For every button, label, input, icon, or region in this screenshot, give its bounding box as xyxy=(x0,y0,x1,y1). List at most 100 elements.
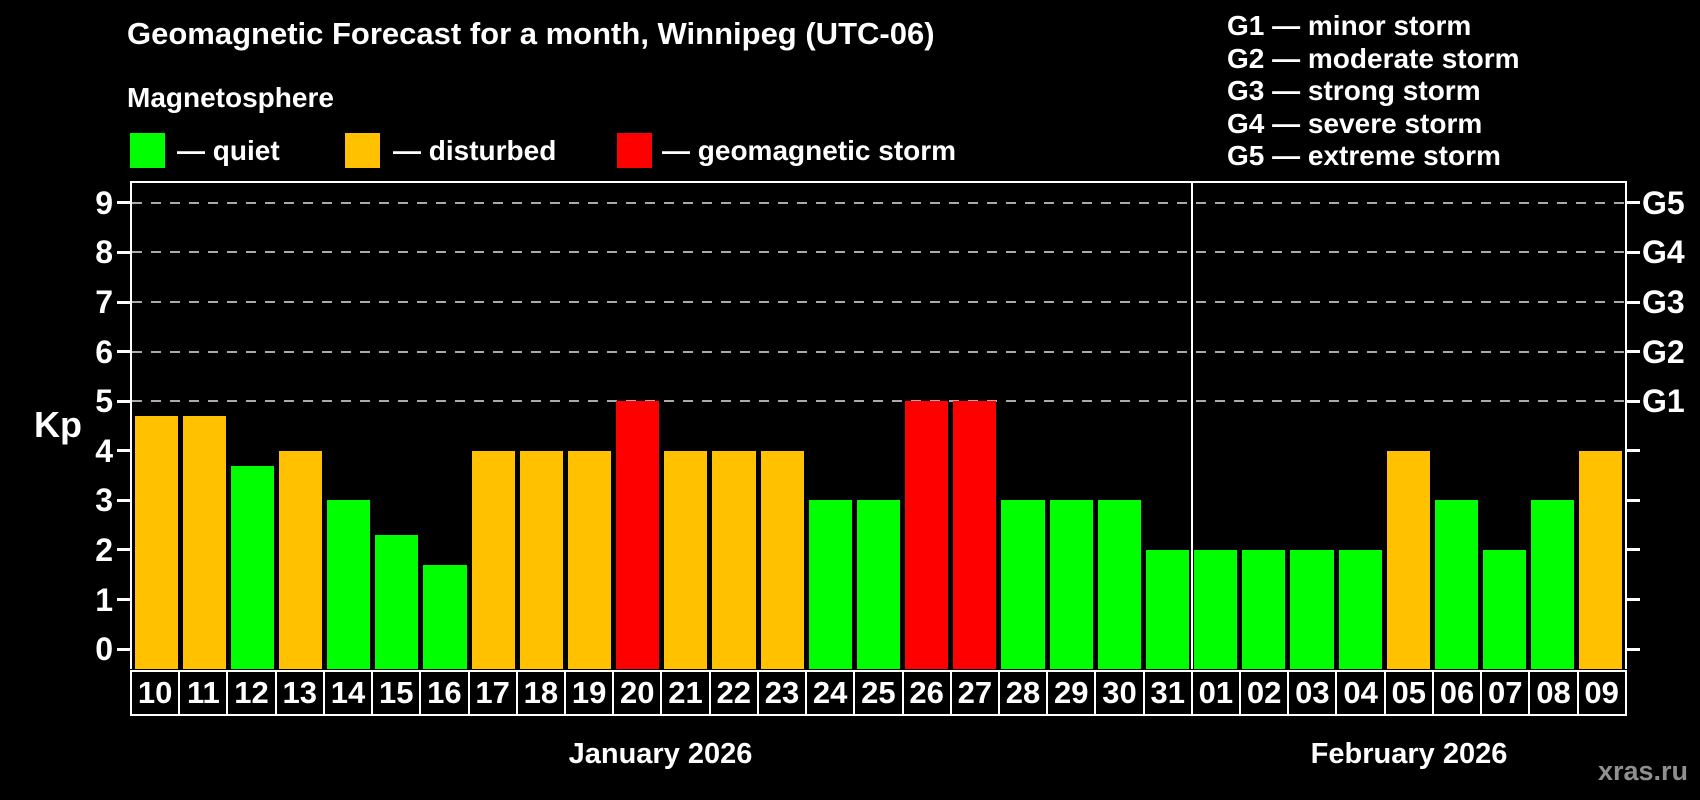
kp-bar xyxy=(375,535,419,669)
kp-bar xyxy=(1145,549,1190,669)
disturbed-swatch-icon xyxy=(345,133,380,168)
day-label: 14 xyxy=(322,670,374,716)
day-label: 25 xyxy=(853,670,904,716)
kp-bar xyxy=(471,450,515,669)
g2-legend-line: G2 — moderate storm xyxy=(1227,42,1520,74)
kp-bar xyxy=(1290,549,1334,669)
day-label: 11 xyxy=(178,670,229,716)
kp-bar xyxy=(567,450,612,669)
g-tick-label: G5 xyxy=(1642,184,1685,221)
y-tick-label: 1 xyxy=(95,581,113,618)
right-axis-tick xyxy=(1627,647,1640,651)
day-label: 05 xyxy=(1383,670,1434,716)
day-label: 22 xyxy=(708,670,759,716)
month-label-january: January 2026 xyxy=(568,738,753,770)
g-tick-label: G2 xyxy=(1642,333,1685,370)
g3-legend-line: G3 — strong storm xyxy=(1227,75,1481,106)
month-label-february: February 2026 xyxy=(1310,738,1508,770)
day-label: 06 xyxy=(1431,670,1483,716)
y-tick-label: 2 xyxy=(95,531,113,568)
kp-bar xyxy=(905,401,949,669)
y-axis-tick xyxy=(117,300,130,304)
y-tick-label: 5 xyxy=(95,383,113,420)
day-label: 17 xyxy=(467,670,518,716)
y-axis-tick xyxy=(117,399,130,403)
gridline xyxy=(132,201,1625,204)
kp-bar xyxy=(423,564,467,669)
right-axis-tick xyxy=(1627,350,1640,354)
day-label: 10 xyxy=(130,670,181,716)
day-label: 24 xyxy=(805,670,856,716)
plot-border xyxy=(130,181,1627,669)
kp-bar xyxy=(856,500,901,669)
kp-bar xyxy=(519,450,563,669)
y-axis-tick xyxy=(117,498,130,502)
day-label: 07 xyxy=(1480,670,1531,716)
y-axis-tick xyxy=(117,647,130,651)
kp-axis-title: Kp xyxy=(34,404,82,445)
kp-bar xyxy=(1001,500,1045,669)
g5-legend-line: G5 — extreme storm xyxy=(1227,140,1501,171)
day-label: 28 xyxy=(997,670,1049,716)
kp-bar xyxy=(1579,450,1623,669)
kp-bar xyxy=(1194,549,1238,669)
right-axis-tick xyxy=(1627,399,1640,403)
kp-bar xyxy=(712,450,756,669)
watermark: xras.ru xyxy=(1597,756,1688,786)
y-axis-tick xyxy=(117,598,130,602)
right-axis-tick xyxy=(1627,498,1640,502)
gridline xyxy=(132,350,1625,353)
kp-bar xyxy=(808,500,852,669)
kp-bar xyxy=(1242,549,1286,669)
right-axis-tick xyxy=(1627,250,1640,254)
day-label: 09 xyxy=(1576,670,1627,716)
right-axis-tick xyxy=(1627,449,1640,453)
kp-bar xyxy=(327,500,371,669)
kp-bar xyxy=(953,401,997,669)
day-label: 04 xyxy=(1335,670,1386,716)
kp-bar xyxy=(134,416,178,669)
right-axis-tick xyxy=(1627,300,1640,304)
day-label: 27 xyxy=(949,670,1000,716)
kp-bar xyxy=(616,401,660,669)
day-label: 18 xyxy=(515,670,566,716)
quiet-swatch-icon xyxy=(130,133,165,168)
g-tick-label: G4 xyxy=(1642,234,1685,271)
day-label: 15 xyxy=(371,670,422,716)
y-tick-label: 8 xyxy=(95,234,113,271)
day-label: 20 xyxy=(612,670,663,716)
day-label: 16 xyxy=(419,670,470,716)
y-axis-tick xyxy=(117,201,130,205)
kp-bar xyxy=(1483,549,1527,669)
g-tick-label: G3 xyxy=(1642,284,1685,321)
g-tick-label: G1 xyxy=(1642,383,1685,420)
y-axis-tick xyxy=(117,449,130,453)
chart-title: Geomagnetic Forecast for a month, Winnip… xyxy=(127,16,935,51)
y-tick-label: 0 xyxy=(95,631,113,668)
day-label: 13 xyxy=(274,670,325,716)
kp-bar xyxy=(230,465,274,669)
day-label: 03 xyxy=(1287,670,1338,716)
day-label: 21 xyxy=(660,670,711,716)
kp-bar xyxy=(1531,500,1575,669)
day-labels-row: 10 11 12 13 14 15 16 17 18 19 20 21 22 23 24 25 26 27 28 29… xyxy=(130,670,1627,716)
day-label: 31 xyxy=(1142,670,1193,716)
kp-bar xyxy=(1097,500,1141,669)
gridline xyxy=(132,400,1625,403)
storm-swatch-icon xyxy=(617,133,652,168)
kp-bar xyxy=(760,450,804,669)
day-label: 26 xyxy=(901,670,952,716)
y-axis-tick xyxy=(117,548,130,552)
day-label: 30 xyxy=(1094,670,1145,716)
day-label: 08 xyxy=(1528,670,1579,716)
right-axis-tick xyxy=(1627,598,1640,602)
day-label: 02 xyxy=(1239,670,1290,716)
kp-bar xyxy=(1338,549,1382,669)
y-axis-tick xyxy=(117,250,130,254)
magnetosphere-label: Magnetosphere xyxy=(127,82,334,113)
g1-legend-line: G1 — minor storm xyxy=(1227,10,1472,41)
kp-bar xyxy=(1049,500,1093,669)
storm-scale-legend: G1 — minor storm G2 — moderate storm G3 … xyxy=(1227,10,1520,173)
y-tick-label: 9 xyxy=(95,184,113,221)
day-label: 12 xyxy=(226,670,277,716)
